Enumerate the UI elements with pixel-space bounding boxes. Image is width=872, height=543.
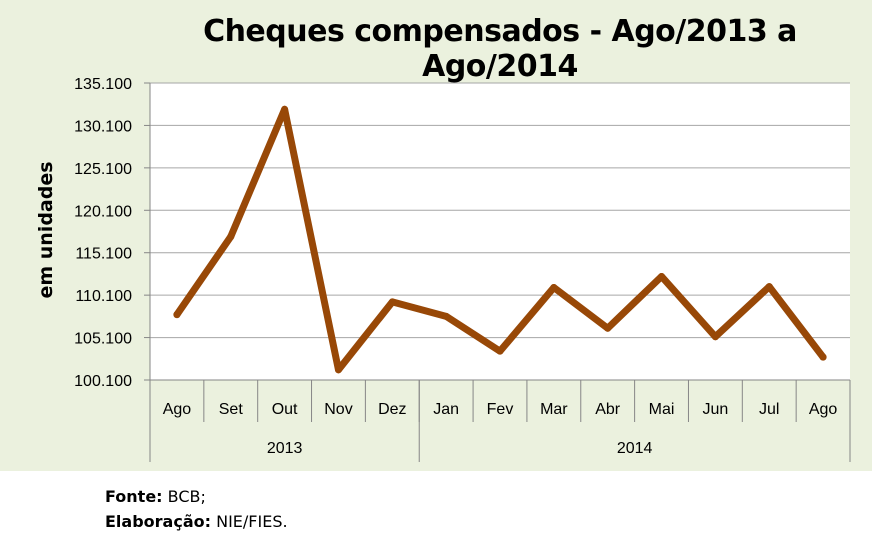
line-chart: 100.100 105.100 110.100 115.100 120.100 125.1… [74,76,851,462]
chart-area: 100.100 105.100 110.100 115.100 120.100 125.1… [0,0,872,471]
data-point [496,347,504,355]
plot-area [150,83,850,380]
data-point [227,233,235,241]
y-axis-label: em unidades [35,161,57,299]
author-label: Elaboração: [105,512,212,531]
source-label: Fonte: [105,487,163,506]
x-tick-label: Dez [378,401,406,418]
data-point [281,105,289,113]
x-tick-label: Set [219,401,244,418]
x-tick-label: Out [272,401,298,418]
y-tick-label: 130.100 [74,118,132,135]
x-tick-label: Jan [433,401,459,418]
data-point [604,324,612,332]
source-value: BCB; [167,487,206,506]
data-point [550,284,558,292]
y-tick-label: 125.100 [74,161,132,178]
source-line: Fonte: BCB; [105,484,288,509]
y-tick-label: 105.100 [74,331,132,348]
data-point [334,366,342,374]
data-point [658,272,666,280]
x-tick-label: Jul [759,401,779,418]
x-tick-label: Mar [540,401,568,418]
group-label: 2013 [267,440,303,457]
x-tick-label: Abr [595,401,621,418]
data-point [173,311,181,319]
y-tick-label: 120.100 [74,203,132,220]
y-tick-label: 115.100 [75,246,132,263]
y-tick-label: 135.100 [74,76,132,93]
x-tick-label: Ago [163,401,192,418]
group-label: 2014 [617,440,653,457]
y-tick-label: 100.100 [74,373,132,390]
data-point [442,312,450,320]
y-tick-label: 110.100 [75,288,132,305]
data-point [819,353,827,361]
author-value: NIE/FIES. [216,512,288,531]
data-point [711,333,719,341]
author-line: Elaboração: NIE/FIES. [105,509,288,534]
footer: Fonte: BCB; Elaboração: NIE/FIES. [105,484,288,534]
data-point [765,283,773,291]
chart-title: Cheques compensados - Ago/2013 a Ago/201… [203,14,797,84]
x-tick-label: Ago [809,401,838,418]
x-tick-label: Mai [649,401,675,418]
x-tick-label: Fev [487,401,514,418]
data-point [388,298,396,306]
x-tick-label: Nov [324,401,352,418]
x-tick-label: Jun [702,401,728,418]
